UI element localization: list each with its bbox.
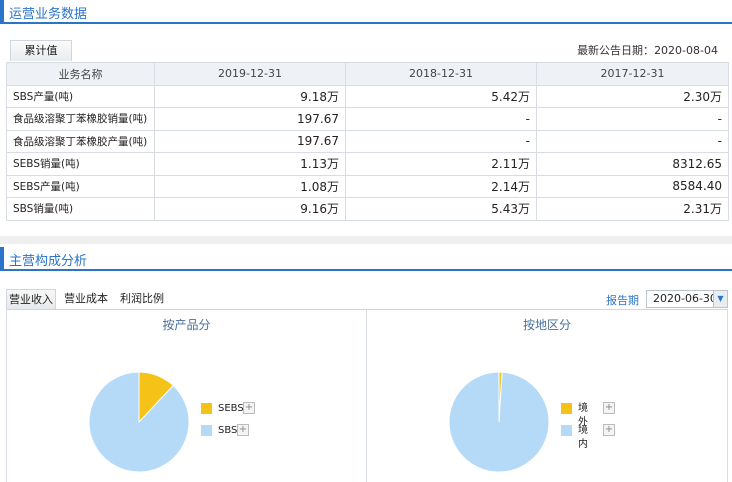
report-period-value: 2020-06-30 (653, 292, 717, 305)
table-row: 食品级溶聚丁苯橡胶销量(吨) 197.67 - - (6, 107, 729, 131)
row-value-2019: 1.13万 (154, 152, 346, 176)
by-region-pie (448, 371, 550, 473)
row-value-2019: 197.67 (154, 129, 346, 153)
row-value-2018: - (345, 129, 537, 153)
operations-section-title: 运营业务数据 (9, 7, 88, 22)
row-value-2019: 1.08万 (154, 174, 346, 198)
row-name: SBS销量(吨) (6, 197, 155, 221)
table-row: 食品级溶聚丁苯橡胶产量(吨) 197.67 - - (6, 129, 729, 153)
row-value-2018: - (345, 107, 537, 131)
row-value-2019: 197.67 (154, 107, 346, 131)
pie-slice-domestic[interactable] (448, 371, 550, 473)
row-value-2017: 2.31万 (536, 197, 729, 221)
col-header-name: 业务名称 (6, 62, 155, 86)
by-product-panel: 按产品分 SEBS + SBS + (6, 310, 367, 482)
legend-swatch (201, 403, 212, 414)
tab-cost[interactable]: 营业成本 (64, 292, 108, 305)
legend-swatch (561, 403, 572, 414)
tab-profit-ratio[interactable]: 利润比例 (120, 292, 164, 305)
by-product-title: 按产品分 (162, 318, 211, 332)
chevron-down-icon[interactable]: ▼ (713, 291, 727, 307)
row-name: 食品级溶聚丁苯橡胶产量(吨) (6, 129, 155, 153)
col-header-2019: 2019-12-31 (154, 62, 346, 86)
row-name: SBS产量(吨) (6, 84, 155, 108)
operations-table: 业务名称 2019-12-31 2018-12-31 2017-12-31 SB… (6, 62, 729, 221)
row-value-2019: 9.18万 (154, 84, 346, 108)
legend-label: 境外 (578, 403, 588, 428)
row-value-2017: - (536, 129, 729, 153)
row-value-2018: 5.42万 (345, 84, 537, 108)
row-value-2017: 8584.40 (536, 174, 729, 198)
pie-slice-sbs[interactable] (88, 371, 190, 473)
row-value-2017: - (536, 107, 729, 131)
col-header-2017: 2017-12-31 (536, 62, 729, 86)
table-row: SEBS产量(吨) 1.08万 2.14万 8584.40 (6, 174, 729, 198)
table-row: SBS销量(吨) 9.16万 5.43万 2.31万 (6, 197, 729, 221)
row-name: SEBS产量(吨) (6, 174, 155, 198)
operations-section-header: 运营业务数据 (0, 0, 732, 24)
section-separator (0, 236, 732, 244)
tab-revenue[interactable]: 营业收入 (6, 289, 56, 310)
by-product-pie (88, 371, 190, 473)
row-value-2017: 2.30万 (536, 84, 729, 108)
table-header-row: 业务名称 2019-12-31 2018-12-31 2017-12-31 (6, 62, 729, 86)
report-period-label: 报告期 (606, 294, 639, 307)
plus-icon[interactable]: + (243, 402, 255, 414)
latest-announcement: 最新公告日期：2020-08-04 (577, 42, 718, 58)
header-underline (0, 22, 732, 24)
header-accent (0, 0, 4, 22)
header-accent (0, 247, 4, 269)
row-value-2018: 2.11万 (345, 152, 537, 176)
row-name: 食品级溶聚丁苯橡胶销量(吨) (6, 107, 155, 131)
by-region-panel: 按地区分 境外 + 境内 + (366, 310, 728, 482)
by-region-title: 按地区分 (522, 318, 571, 332)
announce-label: 最新公告日期： (577, 44, 655, 57)
plus-icon[interactable]: + (603, 402, 615, 414)
legend-label: SBS (218, 425, 238, 436)
row-value-2017: 8312.65 (536, 152, 729, 176)
legend-label: SEBS (218, 403, 244, 414)
plus-icon[interactable]: + (237, 424, 249, 436)
row-name: SEBS销量(吨) (6, 152, 155, 176)
plus-icon[interactable]: + (603, 424, 615, 436)
composition-section-header: 主营构成分析 (0, 247, 732, 271)
legend-swatch (561, 425, 572, 436)
header-underline (0, 269, 732, 271)
row-value-2018: 2.14万 (345, 174, 537, 198)
cumulative-tab[interactable]: 累计值 (10, 40, 72, 61)
tabs-divider (6, 309, 728, 310)
table-row: SBS产量(吨) 9.18万 5.42万 2.30万 (6, 84, 729, 108)
composition-section-title: 主营构成分析 (9, 254, 88, 269)
row-value-2018: 5.43万 (345, 197, 537, 221)
announce-date: 2020-08-04 (654, 44, 718, 57)
legend-swatch (201, 425, 212, 436)
report-period-select[interactable]: 2020-06-30 ▼ (646, 290, 728, 308)
col-header-2018: 2018-12-31 (345, 62, 537, 86)
legend-label: 境内 (578, 425, 588, 450)
table-row: SEBS销量(吨) 1.13万 2.11万 8312.65 (6, 152, 729, 176)
row-value-2019: 9.16万 (154, 197, 346, 221)
